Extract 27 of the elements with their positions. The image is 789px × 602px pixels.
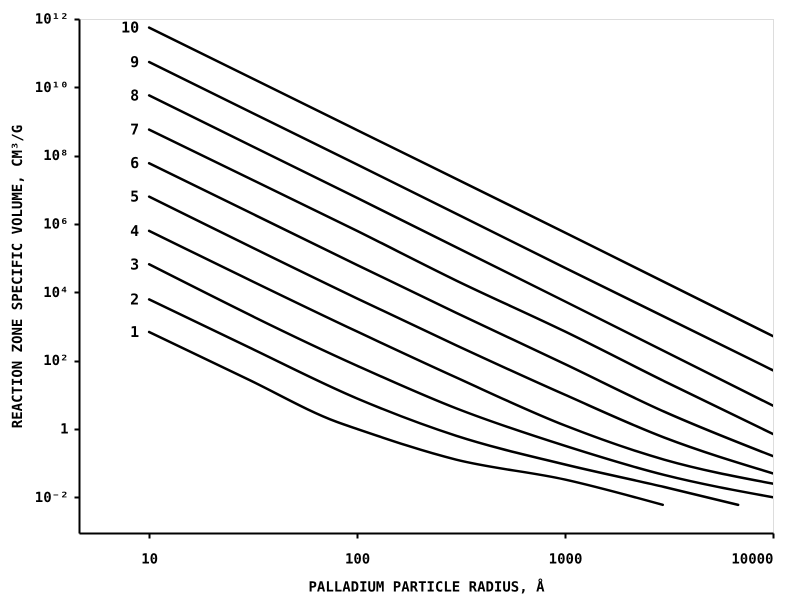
x-tick-label: 1000 xyxy=(548,552,582,568)
series-label: 8 xyxy=(130,86,140,104)
series-label: 3 xyxy=(130,255,140,274)
series-label: 6 xyxy=(130,154,140,172)
series-label: 1 xyxy=(130,322,140,341)
y-tick-label: 10¹⁰ xyxy=(34,80,68,96)
x-tick-label: 100 xyxy=(344,552,370,568)
x-axis-title: PALLADIUM PARTICLE RADIUS, Å xyxy=(308,578,546,596)
series-label: 2 xyxy=(130,290,140,308)
series-label: 9 xyxy=(130,53,140,72)
series-label: 5 xyxy=(130,188,140,206)
series-label: 10 xyxy=(121,18,140,37)
y-tick-label: 10¹² xyxy=(34,12,68,28)
y-tick-label: 10⁻² xyxy=(34,490,68,506)
y-tick-label: 10⁸ xyxy=(43,148,68,164)
y-tick-label: 10² xyxy=(43,353,68,370)
series-label: 4 xyxy=(130,222,140,240)
x-tick-label: 10000 xyxy=(731,552,774,568)
y-tick-label: 10⁶ xyxy=(43,216,68,232)
line-series xyxy=(148,60,773,372)
series-label: 7 xyxy=(130,120,140,139)
y-tick-label: 10⁴ xyxy=(43,284,68,301)
y-tick-label: 1 xyxy=(60,421,68,438)
line-series xyxy=(148,26,773,338)
x-tick-label: 10 xyxy=(141,552,158,568)
y-axis-title: REACTION ZONE SPECIFIC VOLUME, CM³/G xyxy=(10,124,26,428)
line-series xyxy=(148,94,773,407)
